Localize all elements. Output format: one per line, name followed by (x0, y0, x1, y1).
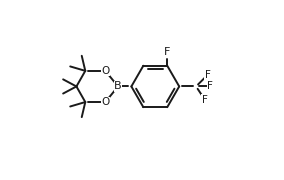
Text: F: F (205, 70, 210, 80)
Text: O: O (101, 97, 109, 107)
Text: O: O (101, 66, 109, 76)
Text: F: F (207, 82, 213, 91)
Text: F: F (202, 95, 208, 105)
Text: F: F (164, 48, 170, 57)
Text: B: B (114, 82, 122, 91)
